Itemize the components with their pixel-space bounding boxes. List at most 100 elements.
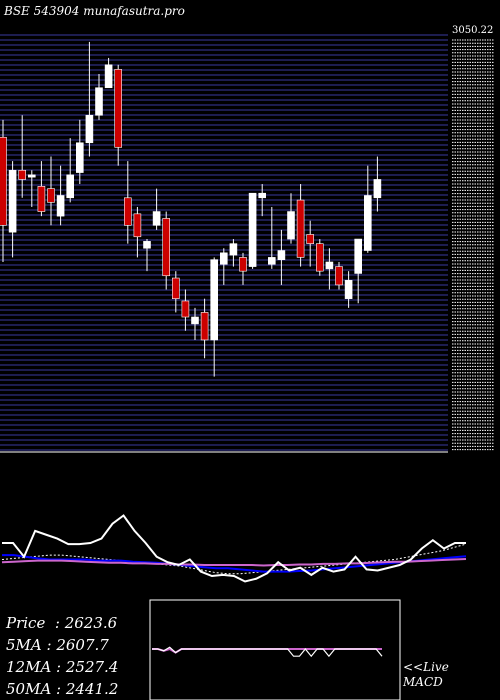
- indicator-blue-line: [2, 554, 467, 573]
- candle: [181, 289, 190, 331]
- macd-panel: [149, 599, 401, 700]
- candle-body-down: [124, 197, 132, 226]
- candle-body-up: [373, 179, 382, 199]
- candle-body-up: [76, 142, 84, 173]
- candle: [363, 165, 372, 253]
- candle: [172, 271, 180, 313]
- candle: [8, 161, 17, 258]
- candle: [296, 184, 305, 267]
- candle-body-up: [363, 195, 372, 251]
- candle: [114, 64, 122, 166]
- stat-price: Price : 2623.6: [6, 614, 118, 632]
- candle: [124, 161, 132, 244]
- candle: [325, 248, 334, 290]
- candle-body-down: [47, 188, 55, 203]
- macd-line: [152, 646, 383, 658]
- candle: [306, 220, 315, 267]
- candle-body-up: [152, 211, 161, 226]
- candle-body-down: [37, 186, 46, 212]
- candle-body-up: [56, 195, 65, 217]
- stat-50ma: 50MA : 2441.2: [6, 680, 119, 698]
- stat-5ma: 5MA : 2607.7: [6, 636, 109, 654]
- candle: [191, 307, 199, 340]
- indicator-dotted-line: [1, 543, 467, 575]
- stat-50ma-label: 50MA: [6, 680, 52, 698]
- candle-body-down: [114, 69, 122, 148]
- stat-50ma-value: 2441.2: [65, 680, 119, 698]
- price-axis: 3050.22: [452, 25, 494, 451]
- macd-label: <<Live MACD: [403, 660, 449, 690]
- stat-12ma: 12MA : 2527.4: [6, 658, 119, 676]
- stat-price-label: Price: [6, 614, 46, 632]
- candle: [287, 193, 295, 244]
- indicator-panel: [1, 514, 467, 583]
- candle-body-down: [172, 277, 180, 299]
- candle-body-up: [287, 211, 295, 240]
- candle: [95, 73, 103, 120]
- candle-body-down: [239, 257, 247, 272]
- candle-body-down: [0, 136, 7, 226]
- candle: [152, 188, 161, 230]
- candle: [143, 239, 151, 272]
- candle-body-up: [248, 192, 257, 267]
- candlestick-series: [0, 41, 382, 377]
- candle: [335, 261, 343, 290]
- candle: [200, 298, 209, 359]
- candle-body-down: [18, 169, 27, 180]
- candle-body-up: [258, 192, 267, 199]
- stat-price-value: 2623.6: [64, 614, 118, 632]
- macd-name: MACD: [403, 675, 443, 689]
- candle-body-up: [344, 280, 353, 299]
- candle-body-up: [229, 243, 238, 256]
- candle: [162, 211, 170, 290]
- candle: [354, 238, 363, 304]
- candle-body-up: [8, 169, 17, 233]
- candle: [47, 156, 55, 226]
- candle: [344, 271, 353, 308]
- price-grid: [0, 34, 448, 453]
- candle-body-up: [85, 114, 94, 144]
- candle: [0, 119, 7, 262]
- candle-body-down: [181, 300, 190, 318]
- candle-body-down: [296, 199, 305, 258]
- candle-body-up: [27, 174, 36, 178]
- candle-body-up: [354, 238, 363, 274]
- candle: [277, 229, 286, 285]
- candle-body-up: [143, 241, 151, 249]
- grid-bg: [0, 35, 448, 450]
- candle-body-down: [335, 266, 343, 286]
- candle-body-up: [325, 261, 334, 270]
- candle: [56, 165, 65, 226]
- candle-body-down: [315, 243, 324, 272]
- candle: [239, 252, 247, 285]
- candle-body-down: [200, 312, 209, 341]
- candle-body-down: [133, 213, 142, 238]
- stat-5ma-label: 5MA: [6, 636, 42, 654]
- candle-body-down: [306, 234, 315, 244]
- candle-body-up: [95, 87, 103, 116]
- stat-5ma-value: 2607.7: [56, 636, 109, 654]
- candle: [85, 41, 94, 157]
- live-label: <<Live: [403, 660, 449, 674]
- stat-12ma-label: 12MA: [6, 658, 52, 676]
- candle-body-up: [220, 252, 228, 265]
- candle: [229, 239, 238, 267]
- candle: [76, 119, 84, 185]
- stat-12ma-value: 2527.4: [65, 658, 119, 676]
- candle-body-up: [210, 259, 218, 341]
- chart-title: BSE 543904 munafasutra.pro: [4, 4, 185, 18]
- price-axis-top-label: 3050.22: [452, 25, 493, 36]
- candle-body-up: [267, 257, 276, 265]
- candle: [37, 161, 46, 217]
- candle: [248, 192, 257, 269]
- candle: [27, 170, 36, 207]
- stats-box: Price : 2623.6 5MA : 2607.7 12MA : 2527.…: [6, 612, 118, 700]
- candle: [267, 206, 276, 269]
- candle: [258, 184, 267, 217]
- candle-body-up: [104, 64, 113, 89]
- candle: [220, 248, 228, 285]
- candle: [66, 138, 74, 203]
- candle: [373, 156, 382, 212]
- candle: [315, 239, 324, 276]
